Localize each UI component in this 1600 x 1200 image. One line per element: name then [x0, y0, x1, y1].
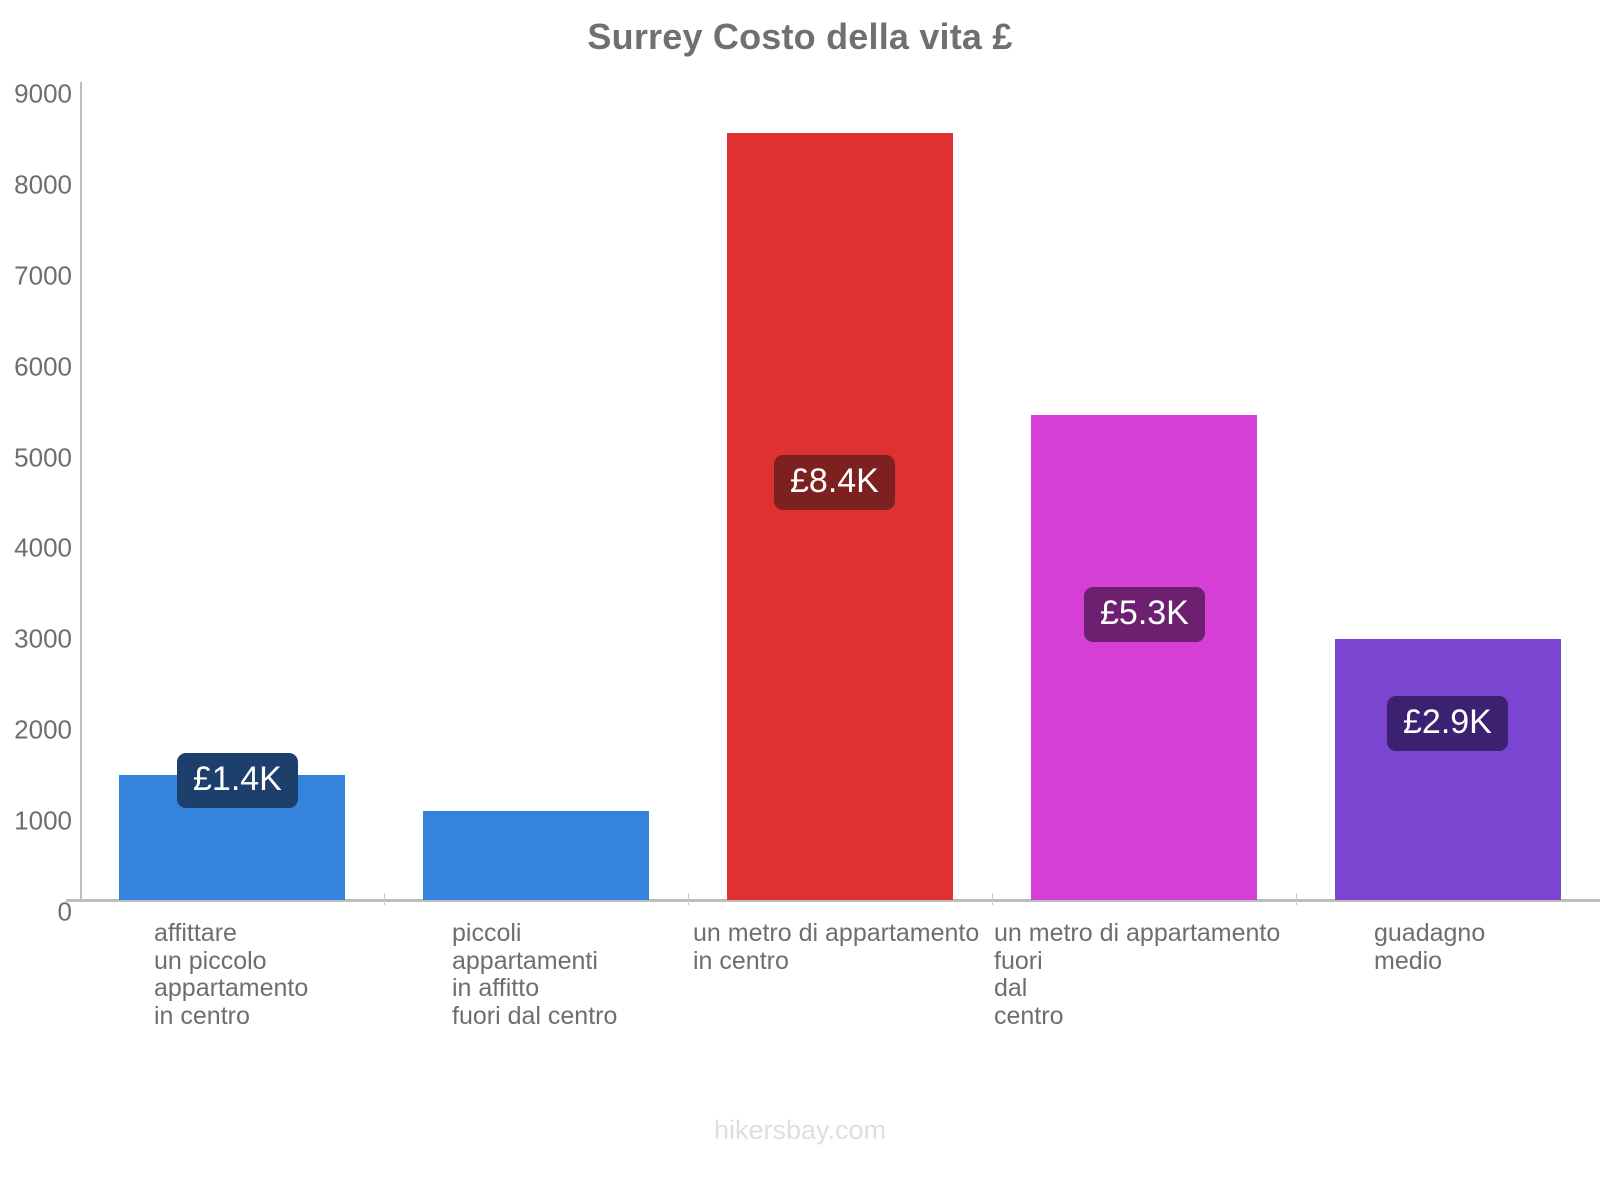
bar[interactable] — [423, 811, 649, 900]
y-axis-tick-0: 0 — [57, 896, 72, 927]
source-watermark: hikersbay.com — [713, 1115, 887, 1145]
bar[interactable] — [1031, 414, 1257, 900]
y-axis-tick-9000: 9000 — [14, 78, 72, 109]
chart-title: Surrey Costo della vita £ — [587, 16, 1013, 57]
category-separator — [1296, 893, 1297, 905]
y-axis-tick-5000: 5000 — [14, 442, 72, 473]
category-label: affittare un piccolo appartamento in cen… — [154, 919, 309, 1030]
y-axis-tick-4000: 4000 — [14, 532, 72, 563]
y-axis-line — [80, 82, 82, 900]
y-axis-tick-1000: 1000 — [14, 805, 72, 836]
bar-value-label: £5.3K — [1084, 586, 1205, 642]
bar-value-label: £8.4K — [774, 454, 895, 510]
bar-value-label: £1.4K — [177, 752, 298, 808]
y-axis-tick-8000: 8000 — [14, 169, 72, 200]
category-separator — [384, 893, 385, 905]
category-label: un metro di appartamento in centro — [693, 919, 980, 975]
bar[interactable] — [1335, 639, 1561, 900]
bar[interactable] — [727, 132, 953, 900]
y-axis-tick-6000: 6000 — [14, 351, 72, 382]
y-axis-tick-2000: 2000 — [14, 714, 72, 745]
y-axis-tick-7000: 7000 — [14, 260, 72, 291]
x-axis-line — [66, 899, 1600, 902]
category-separator — [992, 893, 993, 905]
category-label: guadagno medio — [1374, 919, 1486, 975]
bar-value-label: £2.9K — [1387, 696, 1508, 752]
category-label: un metro di appartamento fuori dal centr… — [994, 919, 1281, 1030]
y-axis-tick-3000: 3000 — [14, 623, 72, 654]
category-label: piccoli appartamenti in affitto fuori da… — [452, 919, 618, 1030]
category-separator — [688, 893, 689, 905]
